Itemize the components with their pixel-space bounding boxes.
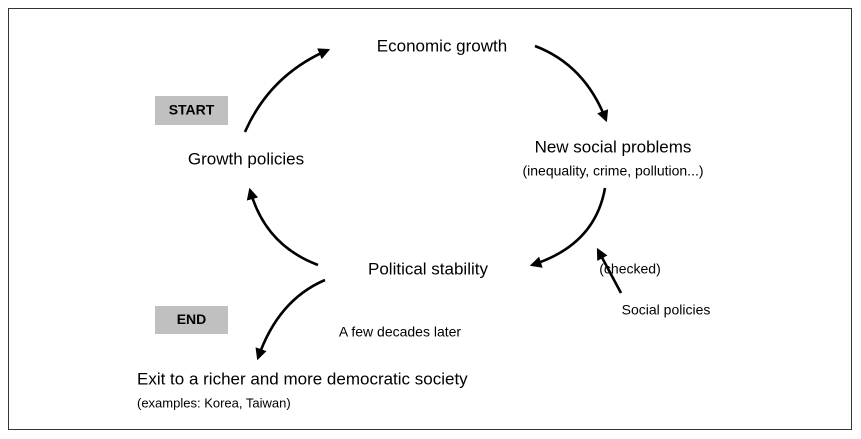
node-label: Growth policies [188,149,304,168]
arrow [534,44,609,123]
frame [8,8,852,430]
start-label: START [169,102,215,118]
node-note: (examples: Korea, Taiwan) [137,395,291,410]
annotation: (checked) [599,261,660,277]
start-badge [155,96,228,125]
arrow [246,187,319,267]
end-label: END [177,311,207,327]
annotation: Social policies [622,302,711,318]
arrow [596,247,623,294]
node-label: Political stability [368,259,488,278]
annotation: A few decades later [339,324,462,340]
arrow [529,187,607,268]
end-badge [155,306,228,334]
node-label: Exit to a richer and more democratic soc… [137,369,468,388]
node-note: (inequality, crime, pollution...) [522,163,703,179]
node-label: New social problems [535,137,692,156]
arrow [243,48,331,133]
node-label: Economic growth [377,36,507,55]
arrow [255,278,326,361]
